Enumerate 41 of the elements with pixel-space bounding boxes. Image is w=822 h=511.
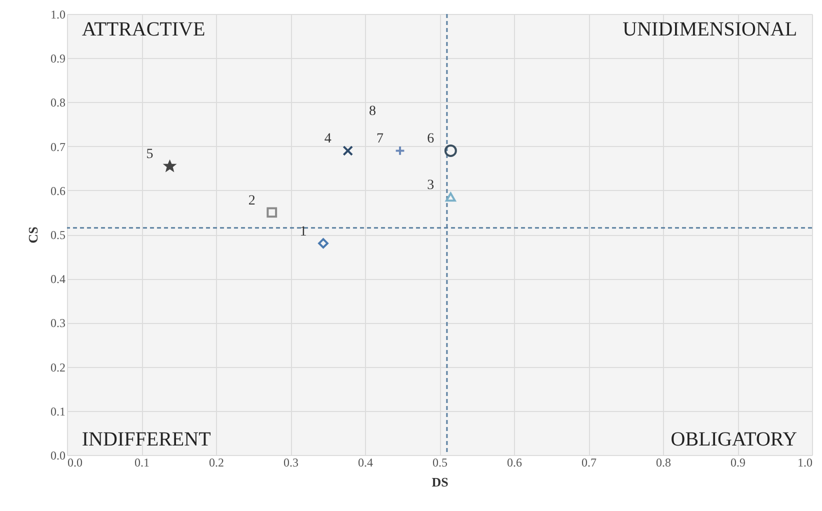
annotation: 8 [368,104,376,120]
point [318,238,328,249]
y-tick-label: 1.0 [50,8,66,22]
x-tick-label: 0.5 [432,456,448,470]
x-tick-label: 0.8 [656,456,671,470]
annotation: ATTRACTIVE [82,18,206,40]
y-tick-label: 0.7 [50,140,66,154]
series-label: 1 [300,224,307,240]
y-tick-label: 0.4 [50,272,66,286]
series-label: 3 [427,178,434,194]
series-label: 7 [376,132,384,147]
y-tick-label: 0.9 [50,52,66,66]
y-tick-label: 0.8 [50,96,66,110]
y-axis-title: CS [26,226,40,244]
x-tick-label: 0.3 [284,456,298,470]
x-tick-label: 0.4 [358,456,373,470]
y-tick-label: 0.6 [50,184,66,198]
y-tick-label: 0.3 [50,316,66,330]
y-tick-label: 0.5 [50,228,66,242]
x-tick-label: 0.2 [209,456,224,470]
point [342,146,354,156]
x-tick-label: 0.7 [582,456,596,470]
series-label: 4 [324,132,332,147]
series-label: 6 [427,132,434,147]
series-label: 5 [146,147,154,162]
x-tick-label: 0.1 [134,456,150,470]
point [444,144,457,157]
x-tick-label: 0.6 [507,456,522,470]
annotation: INDIFFERENT [82,428,211,451]
series-label: 2 [248,193,256,208]
point [266,207,278,218]
y-tick-label: 0.2 [50,360,66,374]
annotation: UNIDIMENSIONAL [622,18,798,40]
y-tick-label: 0.1 [50,404,66,418]
x-tick-label: 0.9 [730,456,746,470]
annotation: OBLIGATORY [670,428,798,451]
x-tick-label: 0.0 [68,456,82,470]
x-tick-label: 1.0 [798,456,812,470]
x-axis-title: DS [432,474,448,490]
point [394,146,406,156]
point [445,192,456,202]
